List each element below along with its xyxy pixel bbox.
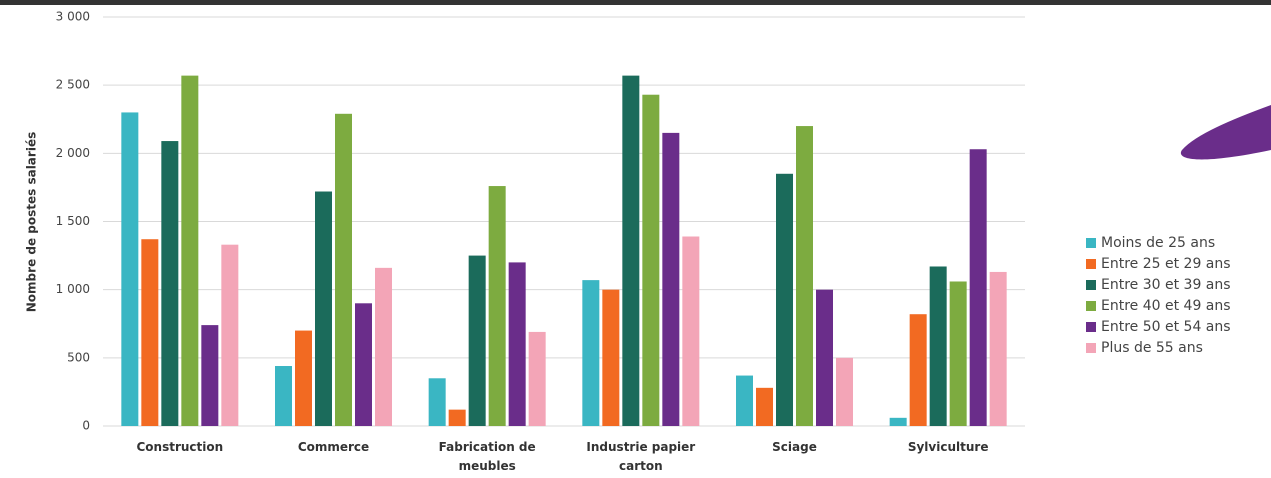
legend-swatch <box>1086 343 1096 353</box>
bar <box>836 357 853 426</box>
x-tick-label: Sylviculture <box>907 440 989 454</box>
legend-label: Entre 40 et 49 ans <box>1101 298 1231 314</box>
y-tick-label: 1 500 <box>56 214 90 228</box>
bar <box>141 239 159 426</box>
decor-shape <box>1180 105 1271 160</box>
bar <box>756 387 773 426</box>
bar <box>201 325 219 426</box>
bar <box>121 112 139 426</box>
bar <box>468 255 486 426</box>
y-tick-label: 3 000 <box>56 10 90 24</box>
bar <box>582 280 600 426</box>
legend-label: Entre 50 et 54 ans <box>1101 319 1231 335</box>
top-bar <box>0 0 1271 5</box>
bar <box>335 113 352 427</box>
x-tick-label: Fabrication de meubles <box>438 440 536 473</box>
legend-swatch <box>1086 238 1096 248</box>
legend-swatch <box>1086 301 1096 311</box>
x-tick-label: Commerce <box>297 440 370 454</box>
legend-swatch <box>1086 259 1096 269</box>
bar <box>816 289 833 426</box>
y-tick-label: 2 500 <box>56 78 90 92</box>
bar <box>682 236 700 426</box>
bar <box>776 173 793 426</box>
bar <box>528 331 546 426</box>
bar <box>375 267 392 426</box>
legend-label: Entre 25 et 29 ans <box>1101 256 1231 272</box>
bar <box>488 186 506 426</box>
bar <box>642 94 660 427</box>
bar <box>508 262 526 426</box>
legend-label: Plus de 55 ans <box>1101 340 1203 356</box>
bar <box>181 75 199 426</box>
y-tick-label: 500 <box>67 350 90 364</box>
bar <box>662 132 680 426</box>
legend-swatch <box>1086 322 1096 332</box>
bar <box>622 75 640 426</box>
x-tick-label: Industrie papier carton <box>586 440 696 473</box>
y-axis-title: Nombre de postes salariés <box>25 132 39 312</box>
bar <box>355 303 372 426</box>
bar <box>428 378 446 426</box>
bar <box>161 141 179 426</box>
legend-label: Entre 30 et 39 ans <box>1101 277 1231 293</box>
bar <box>221 244 239 426</box>
bar <box>602 289 620 426</box>
bar <box>295 330 312 426</box>
bar <box>949 281 967 426</box>
bar <box>909 314 927 426</box>
bar <box>736 375 753 426</box>
legend-swatch <box>1086 280 1096 290</box>
bar <box>275 366 292 426</box>
bar <box>796 126 813 427</box>
bar <box>969 149 987 426</box>
y-tick-label: 0 <box>82 419 90 433</box>
legend-label: Moins de 25 ans <box>1101 235 1215 251</box>
bar <box>889 417 907 426</box>
bar <box>929 266 947 426</box>
x-tick-label: Sciage <box>772 440 817 454</box>
y-tick-label: 1 000 <box>56 282 90 296</box>
x-tick-label: Construction <box>136 440 224 454</box>
bar <box>989 271 1007 426</box>
y-tick-label: 2 000 <box>56 146 90 160</box>
bar <box>448 409 466 426</box>
bar <box>315 191 332 426</box>
